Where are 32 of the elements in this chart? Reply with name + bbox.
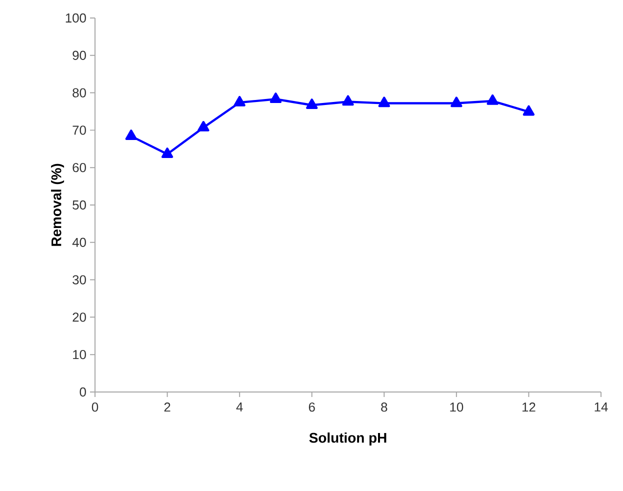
point <box>522 105 535 116</box>
y-tick-label: 80 <box>72 88 86 98</box>
y-tick-label: 40 <box>72 238 86 247</box>
y-tick-label: 100 <box>66 13 86 23</box>
x-tick-label: 8 <box>381 402 388 412</box>
point <box>234 96 246 106</box>
point <box>306 98 318 109</box>
point <box>161 148 174 158</box>
y-tick-label: 10 <box>73 350 86 360</box>
x-tick-label: 12 <box>522 402 536 412</box>
x-axis-title: Solution pH <box>309 432 386 446</box>
x-tick-label: 4 <box>236 402 243 412</box>
point <box>450 96 462 108</box>
y-tick-label: 20 <box>72 312 86 322</box>
point <box>125 130 137 140</box>
point <box>270 92 282 103</box>
x-tick-label: 0 <box>92 402 98 412</box>
point <box>378 96 390 108</box>
x-tick-label: 6 <box>308 402 315 412</box>
x-tick-label: 14 <box>594 402 608 412</box>
x-tick-label: 2 <box>164 402 170 412</box>
y-tick-label: 50 <box>72 200 86 210</box>
y-axis-title: Removal (%) <box>51 164 64 246</box>
y-tick-label: 90 <box>72 50 86 60</box>
x-tick-label: 10 <box>450 402 464 412</box>
point <box>198 120 210 132</box>
y-tick-label: 0 <box>80 387 86 397</box>
point <box>486 94 498 105</box>
point <box>342 95 354 106</box>
y-tick-label: 60 <box>72 162 86 172</box>
y-tick-label: 30 <box>72 275 86 284</box>
y-tick-label: 70 <box>72 126 86 135</box>
